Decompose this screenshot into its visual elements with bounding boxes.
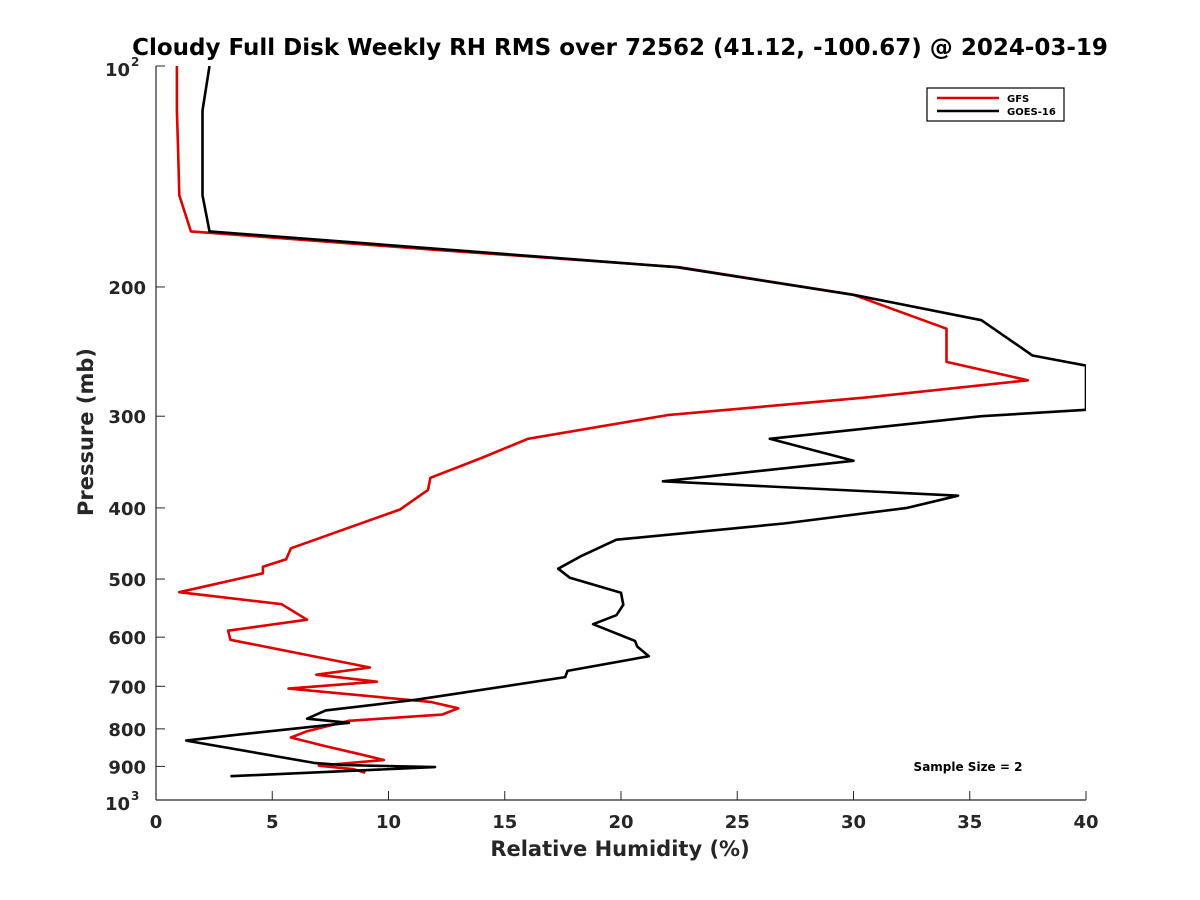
chart-title: Cloudy Full Disk Weekly RH RMS over 7256… bbox=[132, 35, 1108, 61]
y-tick-exponent: 2 bbox=[131, 55, 139, 69]
x-axis-label: Relative Humidity (%) bbox=[490, 837, 749, 861]
legend-box bbox=[926, 87, 1065, 122]
y-tick-label: 600 bbox=[108, 628, 146, 649]
x-tick-label: 0 bbox=[150, 812, 163, 833]
series-line-goes-16 bbox=[184, 66, 1086, 778]
legend-label-gfs: GFS bbox=[1007, 94, 1029, 105]
y-tick-label: 10 bbox=[105, 60, 130, 81]
sample-size-annotation: Sample Size = 2 bbox=[914, 760, 1023, 774]
y-tick-label: 700 bbox=[108, 677, 146, 698]
x-tick-label: 20 bbox=[608, 812, 633, 833]
y-axis-label: Pressure (mb) bbox=[74, 348, 98, 516]
x-tick-label: 30 bbox=[841, 812, 866, 833]
y-tick-label: 800 bbox=[108, 720, 146, 741]
y-tick-label: 500 bbox=[108, 570, 146, 591]
x-tick-label: 40 bbox=[1073, 812, 1098, 833]
y-tick-label: 900 bbox=[108, 757, 146, 778]
y-tick-exponent: 3 bbox=[131, 789, 139, 803]
x-tick-label: 15 bbox=[492, 812, 517, 833]
legend-label-goes-16: GOES-16 bbox=[1007, 107, 1056, 118]
x-tick-label: 10 bbox=[376, 812, 401, 833]
x-tick-label: 5 bbox=[266, 812, 279, 833]
x-tick-label: 25 bbox=[725, 812, 750, 833]
y-tick-label: 400 bbox=[108, 499, 146, 520]
series-group bbox=[175, 66, 1086, 778]
y-tick-label: 300 bbox=[108, 407, 146, 428]
x-tick-label: 35 bbox=[957, 812, 982, 833]
y-tick-label: 200 bbox=[108, 278, 146, 299]
y-tick-label: 10 bbox=[105, 794, 130, 815]
legend: GFS GOES-16 bbox=[926, 87, 1065, 122]
